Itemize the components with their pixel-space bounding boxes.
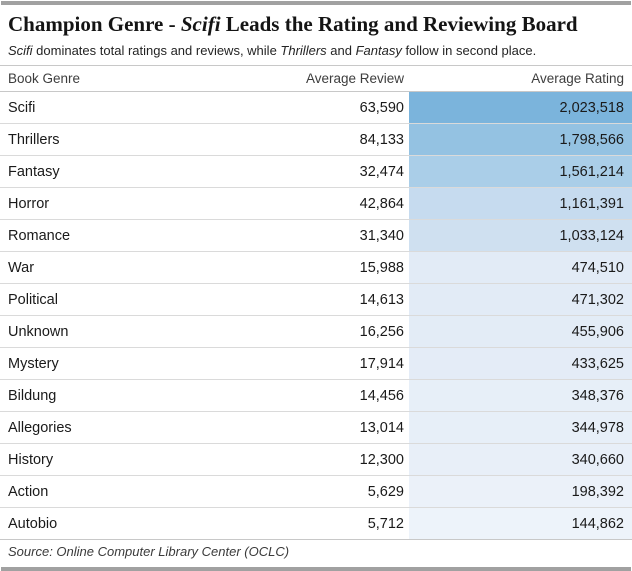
genre-cell: Bildung bbox=[0, 379, 249, 412]
average-review-cell: 16,256 bbox=[249, 315, 409, 348]
plain-text: Champion Genre - bbox=[8, 12, 181, 36]
average-rating-heatmap-cell: 198,392 bbox=[409, 475, 632, 508]
average-rating-heatmap-cell: 144,862 bbox=[409, 507, 632, 539]
average-review-cell: 5,712 bbox=[249, 507, 409, 539]
average-review-cell: 12,300 bbox=[249, 443, 409, 476]
column-header-average-review: Average Review bbox=[249, 65, 409, 92]
average-review-cell: 84,133 bbox=[249, 123, 409, 156]
source-note: Source: Online Computer Library Center (… bbox=[0, 539, 632, 565]
average-rating-heatmap-cell: 455,906 bbox=[409, 315, 632, 348]
average-review-cell: 42,864 bbox=[249, 187, 409, 220]
average-review-cell: 14,613 bbox=[249, 283, 409, 316]
average-rating-heatmap-cell: 340,660 bbox=[409, 443, 632, 476]
average-rating-heatmap-cell: 471,302 bbox=[409, 283, 632, 316]
bottom-accent-bar bbox=[1, 567, 631, 571]
genre-cell: Horror bbox=[0, 187, 249, 220]
genre-cell: Fantasy bbox=[0, 155, 249, 188]
plain-text: and bbox=[326, 43, 356, 58]
average-review-cell: 17,914 bbox=[249, 347, 409, 380]
plain-text: dominates total ratings and reviews, whi… bbox=[32, 43, 281, 58]
average-review-cell: 14,456 bbox=[249, 379, 409, 412]
genre-cell: Thrillers bbox=[0, 123, 249, 156]
genre-cell: History bbox=[0, 443, 249, 476]
emphasized-text: Thrillers bbox=[280, 43, 327, 58]
genre-table: Book Genre Average Review Average Rating… bbox=[0, 65, 632, 539]
plain-text: Leads the Rating and Reviewing Board bbox=[220, 12, 578, 36]
genre-cell: Action bbox=[0, 475, 249, 508]
genre-cell: Mystery bbox=[0, 347, 249, 380]
table-row: History 12,300 340,660 bbox=[0, 443, 632, 476]
emphasized-text: Scifi bbox=[180, 12, 221, 36]
average-rating-heatmap-cell: 474,510 bbox=[409, 251, 632, 284]
table-row: Thrillers 84,133 1,798,566 bbox=[0, 123, 632, 156]
average-rating-heatmap-cell: 1,033,124 bbox=[409, 219, 632, 252]
table-body: Scifi 63,590 2,023,518 Thrillers 84,133 1,798… bbox=[0, 91, 632, 539]
average-review-cell: 13,014 bbox=[249, 411, 409, 444]
average-rating-heatmap-cell: 348,376 bbox=[409, 379, 632, 412]
genre-cell: Autobio bbox=[0, 507, 249, 539]
table-row: Romance 31,340 1,033,124 bbox=[0, 219, 632, 252]
table-row: Unknown 16,256 455,906 bbox=[0, 315, 632, 348]
average-rating-heatmap-cell: 1,561,214 bbox=[409, 155, 632, 188]
column-header-book-genre: Book Genre bbox=[0, 65, 249, 92]
table-row: War 15,988 474,510 bbox=[0, 251, 632, 284]
genre-cell: Unknown bbox=[0, 315, 249, 348]
table-row: Horror 42,864 1,161,391 bbox=[0, 187, 632, 220]
genre-cell: War bbox=[0, 251, 249, 284]
table-row: Bildung 14,456 348,376 bbox=[0, 379, 632, 412]
average-review-cell: 5,629 bbox=[249, 475, 409, 508]
average-review-cell: 63,590 bbox=[359, 99, 404, 116]
table-row: Autobio 5,712 144,862 bbox=[0, 507, 632, 539]
average-rating-heatmap-cell: 1,161,391 bbox=[409, 187, 632, 220]
table-row: Mystery 17,914 433,625 bbox=[0, 347, 632, 380]
plain-text: follow in second place. bbox=[401, 43, 537, 58]
table-row: Action 5,629 198,392 bbox=[0, 475, 632, 508]
emphasized-text: Fantasy bbox=[355, 43, 402, 58]
table-header-row: Book Genre Average Review Average Rating bbox=[0, 65, 632, 92]
genre-cell: Romance bbox=[0, 219, 249, 252]
table-row: Political 14,613 471,302 bbox=[0, 283, 632, 316]
emphasized-text: Scifi bbox=[8, 43, 33, 58]
genre-cell: Scifi bbox=[8, 99, 36, 116]
average-review-cell: 15,988 bbox=[249, 251, 409, 284]
table-row: Allegories 13,014 344,978 bbox=[0, 411, 632, 444]
top-accent-bar bbox=[1, 1, 631, 5]
chart-subtitle: Scifi dominates total ratings and review… bbox=[8, 43, 624, 59]
table-row: Scifi 63,590 2,023,518 bbox=[0, 91, 632, 124]
average-rating-heatmap-cell: 1,798,566 bbox=[409, 123, 632, 156]
average-review-cell: 31,340 bbox=[249, 219, 409, 252]
average-rating-heatmap-cell: 344,978 bbox=[409, 411, 632, 444]
table-row: Fantasy 32,474 1,561,214 bbox=[0, 155, 632, 188]
average-rating-heatmap-cell: 2,023,518 bbox=[409, 91, 632, 124]
genre-cell: Allegories bbox=[0, 411, 249, 444]
chart-title: Champion Genre - Scifi Leads the Rating … bbox=[8, 12, 624, 37]
average-review-cell: 32,474 bbox=[249, 155, 409, 188]
average-rating-heatmap-cell: 433,625 bbox=[409, 347, 632, 380]
column-header-average-rating: Average Rating bbox=[409, 65, 632, 92]
genre-cell: Political bbox=[0, 283, 249, 316]
